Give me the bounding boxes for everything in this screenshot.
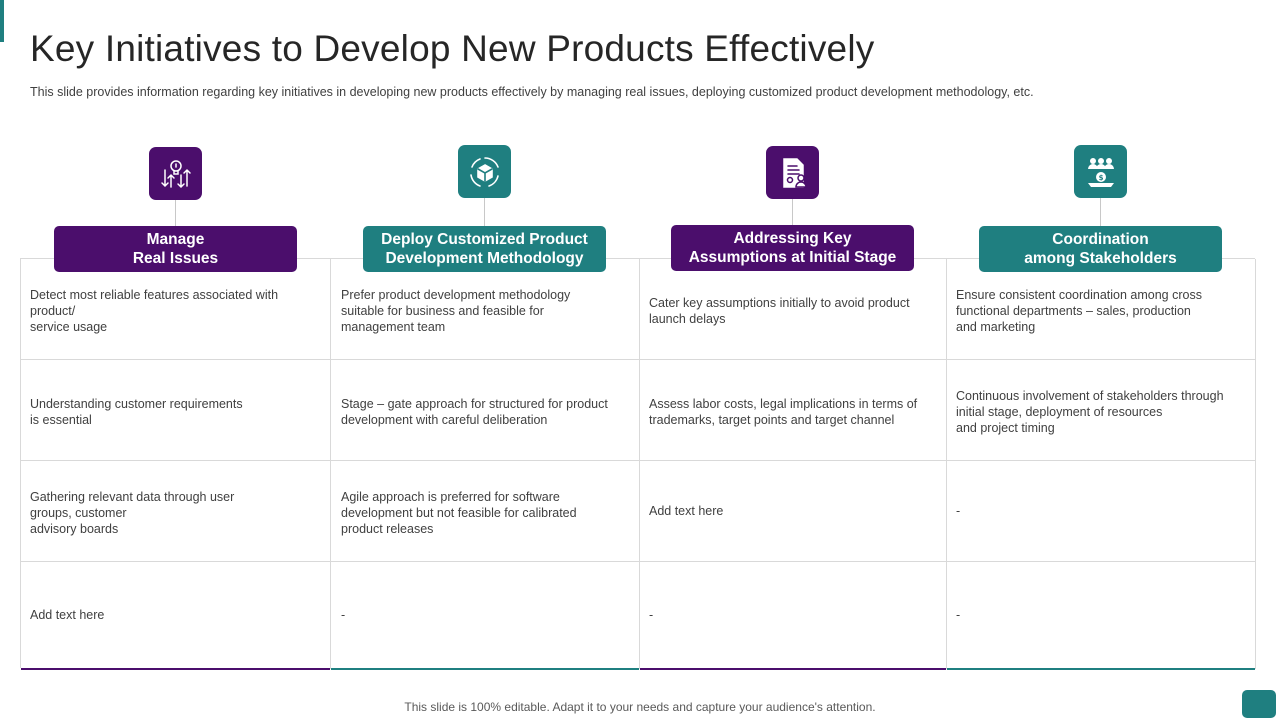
- table-cell: Understanding customer requirements is e…: [21, 360, 330, 461]
- cube-cycle-icon: [458, 145, 511, 198]
- table-cell: Stage – gate approach for structured for…: [331, 360, 639, 461]
- table-cell: Continuous involvement of stakeholders t…: [947, 360, 1255, 461]
- table-cell: -: [649, 608, 654, 622]
- table-cell: Prefer product development methodology s…: [331, 259, 639, 360]
- footer-note: This slide is 100% editable. Adapt it to…: [404, 700, 876, 714]
- table-cell: Cater key assumptions initially to avoid…: [640, 259, 946, 360]
- table-cell: Assess labor costs, legal implications i…: [640, 360, 946, 461]
- column-bottom-line: [947, 668, 1255, 670]
- table-cell: Add text here: [30, 608, 105, 622]
- table-cell: Agile approach is preferred for software…: [331, 461, 639, 562]
- column-header-coordination-stakeholders: Coordination among Stakeholders: [979, 226, 1222, 272]
- column-coordination-stakeholders: Ensure consistent coordination among cro…: [947, 259, 1256, 670]
- corner-decoration: [1242, 690, 1276, 718]
- table-cell: Detect most reliable features associated…: [21, 259, 330, 360]
- table-cell: Ensure consistent coordination among cro…: [947, 259, 1255, 360]
- connector-line: [484, 197, 485, 226]
- table-cell: -: [947, 461, 1255, 562]
- stakeholders-dollar-icon: $: [1074, 145, 1127, 198]
- column-bottom-line: [21, 668, 330, 670]
- column-header-manage-real-issues: Manage Real Issues: [54, 226, 297, 272]
- corner-accent: [0, 0, 4, 42]
- table-cell: -: [341, 608, 346, 622]
- column-manage-real-issues: Detect most reliable features associated…: [21, 259, 331, 670]
- column-bottom-line: [640, 668, 946, 670]
- lightbulb-arrows-icon: [149, 147, 202, 200]
- column-addressing-assumptions: Cater key assumptions initially to avoid…: [640, 259, 947, 670]
- table-cell: -: [956, 608, 961, 622]
- svg-text:$: $: [1098, 174, 1103, 182]
- document-person-icon: [766, 146, 819, 199]
- column-header-deploy-methodology: Deploy Customized Product Development Me…: [363, 226, 606, 272]
- column-bottom-line: [331, 668, 639, 670]
- connector-line: [175, 199, 176, 226]
- page-subtitle: This slide provides information regardin…: [30, 85, 1034, 99]
- column-header-addressing-assumptions: Addressing Key Assumptions at Initial St…: [671, 225, 914, 271]
- page-title: Key Initiatives to Develop New Products …: [30, 28, 875, 69]
- connector-line: [792, 197, 793, 225]
- table-cell: Gathering relevant data through user gro…: [21, 461, 330, 562]
- table-cell: Add text here: [640, 461, 946, 562]
- connector-line: [1100, 197, 1101, 226]
- column-deploy-methodology: Prefer product development methodology s…: [331, 259, 640, 670]
- initiatives-table: Detect most reliable features associated…: [20, 258, 1256, 670]
